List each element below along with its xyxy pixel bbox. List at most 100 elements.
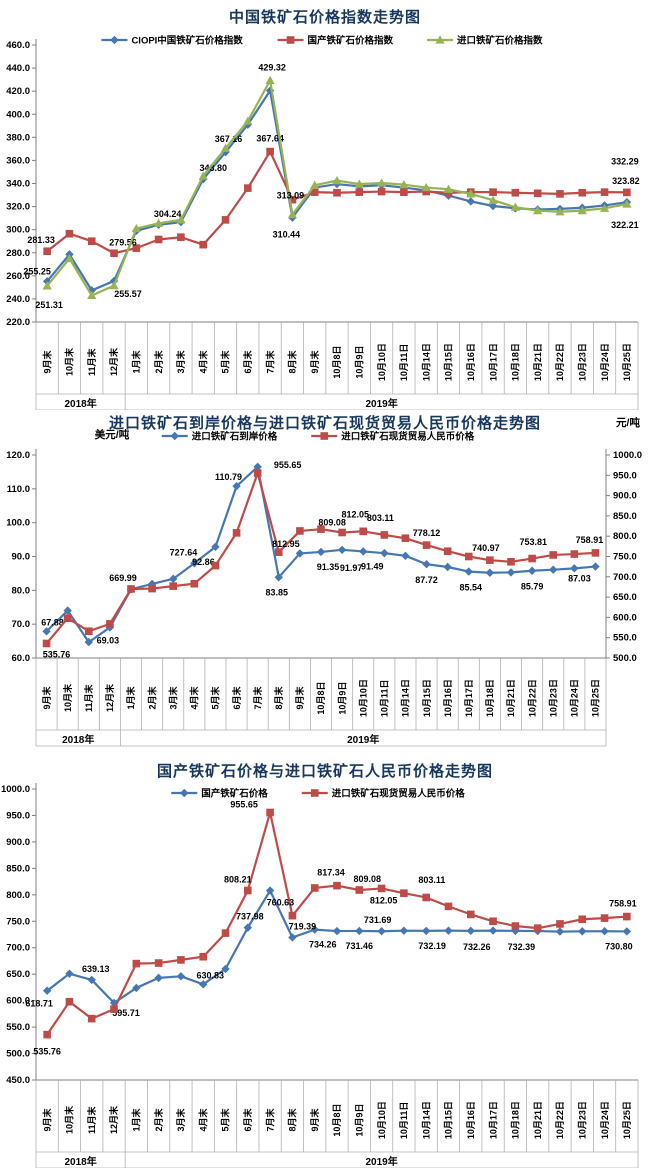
svg-text:750.0: 750.0	[6, 916, 30, 927]
svg-text:10月21日: 10月21日	[533, 343, 543, 381]
diamond-point	[466, 197, 475, 206]
svg-text:280.0: 280.0	[6, 248, 30, 259]
square-point	[533, 189, 542, 198]
square-point	[87, 237, 96, 246]
diamond-point	[506, 568, 516, 577]
square-point	[511, 922, 520, 930]
svg-text:10月8日: 10月8日	[332, 346, 342, 379]
data-label: 803.11	[418, 875, 445, 885]
square-point	[600, 914, 609, 922]
square-point	[266, 147, 274, 156]
square-point	[310, 884, 319, 892]
data-label: 732.26	[463, 942, 491, 952]
square-point	[377, 884, 386, 893]
series-国产铁矿石价格指数: 281.33 279.56 367.64 332.29	[27, 134, 639, 258]
svg-text:900.0: 900.0	[6, 837, 30, 848]
diamond-point	[555, 927, 565, 936]
diamond-point	[401, 551, 410, 561]
svg-text:300.0: 300.0	[6, 225, 30, 236]
x-axis: 9月末 10月末 11月末 12月末 1月末 2月末 3月末 4月末 5月末 6月末 7月末 8月末 9…	[35, 322, 639, 410]
diamond-point	[622, 927, 632, 936]
square-point	[486, 556, 494, 564]
svg-text:10月21日: 10月21日	[533, 1101, 543, 1139]
svg-text:3月末: 3月末	[175, 350, 186, 374]
square-point	[87, 1014, 96, 1023]
svg-text:7月末: 7月末	[264, 350, 275, 374]
svg-text:460.0: 460.0	[6, 40, 30, 51]
triangle-point	[577, 206, 587, 215]
triangle-point	[376, 178, 387, 187]
square-point	[591, 549, 600, 557]
svg-text:10月25日: 10月25日	[622, 343, 632, 381]
diamond-point	[591, 562, 600, 571]
svg-text:100.0: 100.0	[6, 518, 30, 529]
svg-text:10月10日: 10月10日	[358, 679, 368, 717]
diamond-point	[380, 548, 389, 558]
svg-text:9月末: 9月末	[41, 686, 52, 710]
square-point	[63, 614, 72, 623]
data-label: 955.65	[230, 799, 258, 809]
square-point	[42, 639, 51, 648]
svg-text:550.0: 550.0	[613, 633, 637, 644]
svg-text:10月11日: 10月11日	[399, 344, 409, 382]
square-point	[578, 915, 587, 924]
chart2-title: 进口铁矿石到岸价格与进口铁矿石现货贸易人民币价格走势图	[108, 415, 541, 432]
legend-square-marker	[286, 36, 295, 44]
x-axis: 9月末 10月末 11月末 12月末 1月末 2月末 3月末 4月末 5月末 6月末 7月末 8月末 9…	[35, 1080, 639, 1168]
square-point	[333, 188, 341, 197]
svg-text:60.0: 60.0	[12, 653, 31, 664]
svg-text:2019年: 2019年	[365, 397, 397, 410]
ciopi-index-chart-section: 中国铁矿石价格指数走势图 460.0 440.0 420.0 400.0 380.0 36…	[0, 0, 650, 410]
square-point	[355, 886, 364, 894]
data-label: 639.13	[82, 964, 110, 974]
svg-text:10月末: 10月末	[64, 1105, 75, 1134]
data-label: 85.54	[460, 583, 483, 593]
square-point	[253, 469, 262, 477]
svg-text:10月15日: 10月15日	[444, 1101, 454, 1139]
data-label: 535.76	[43, 649, 71, 659]
data-label: 92.86	[192, 557, 215, 567]
svg-text:10月10日: 10月10日	[377, 1101, 387, 1139]
svg-text:10月10日: 10月10日	[377, 343, 387, 381]
svg-text:950.0: 950.0	[6, 810, 30, 821]
data-label: 323.82	[612, 176, 640, 186]
data-label: 669.99	[109, 573, 137, 583]
svg-text:110.0: 110.0	[7, 484, 30, 495]
square-point	[43, 1030, 51, 1039]
svg-text:10月23日: 10月23日	[548, 679, 558, 717]
data-label: 753.81	[519, 537, 547, 547]
svg-text:国产铁矿石价格指数: 国产铁矿石价格指数	[308, 35, 394, 47]
diamond-point	[316, 547, 326, 557]
svg-text:10月22日: 10月22日	[555, 1101, 565, 1139]
data-label: 255.57	[114, 289, 142, 299]
diamond-point	[359, 547, 368, 556]
triangle-point	[42, 281, 52, 290]
square-point	[110, 1005, 118, 1013]
svg-text:进口铁矿石现货贸易人民币价格: 进口铁矿石现货贸易人民币价格	[341, 431, 475, 443]
svg-text:1月末: 1月末	[131, 350, 142, 374]
svg-text:10月14日: 10月14日	[401, 679, 411, 717]
data-label: 87.03	[568, 574, 591, 584]
data-label: 760.63	[267, 898, 295, 908]
data-label: 809.08	[354, 874, 382, 884]
data-label: 955.65	[274, 460, 302, 470]
square-point	[623, 188, 631, 197]
data-label: 758.91	[609, 899, 637, 909]
svg-text:8月末: 8月末	[287, 1108, 298, 1132]
data-label: 731.69	[364, 915, 392, 925]
legend-diamond-marker	[110, 35, 119, 45]
svg-text:2018年: 2018年	[62, 733, 94, 746]
svg-text:10月18日: 10月18日	[511, 343, 521, 381]
triangle-point	[87, 290, 97, 300]
svg-text:10月23日: 10月23日	[577, 343, 587, 381]
svg-text:5月末: 5月末	[220, 350, 231, 374]
data-label: 535.76	[33, 1047, 61, 1057]
svg-text:10月16日: 10月16日	[466, 343, 476, 381]
diamond-point	[511, 926, 520, 936]
chart1-title: 中国铁矿石价格指数走势图	[228, 9, 421, 26]
square-point	[400, 188, 408, 196]
svg-text:10月18日: 10月18日	[511, 1101, 521, 1139]
svg-text:10月9日: 10月9日	[354, 1104, 364, 1137]
data-label: 304.24	[154, 209, 182, 219]
svg-text:CIOPI中国铁矿石价格指数: CIOPI中国铁矿石价格指数	[131, 35, 243, 47]
